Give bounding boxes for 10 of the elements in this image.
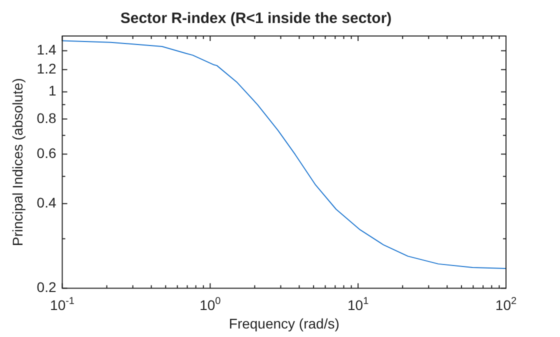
- y-axis-title: Principal Indices (absolute): [9, 78, 26, 246]
- x-axis-title: Frequency (rad/s): [228, 315, 340, 332]
- chart-title: Sector R-index (R<1 inside the sector): [120, 10, 392, 28]
- y-tick-label: 1.2: [36, 60, 56, 76]
- y-tick-label: 0.2: [36, 279, 56, 296]
- y-tick-label: 0.6: [36, 145, 56, 162]
- y-tick-label: 1.4: [36, 42, 56, 58]
- y-tick-label: 0.4: [36, 194, 56, 210]
- y-tick-label: 0.8: [36, 110, 56, 126]
- y-tick-label: 1: [48, 82, 56, 99]
